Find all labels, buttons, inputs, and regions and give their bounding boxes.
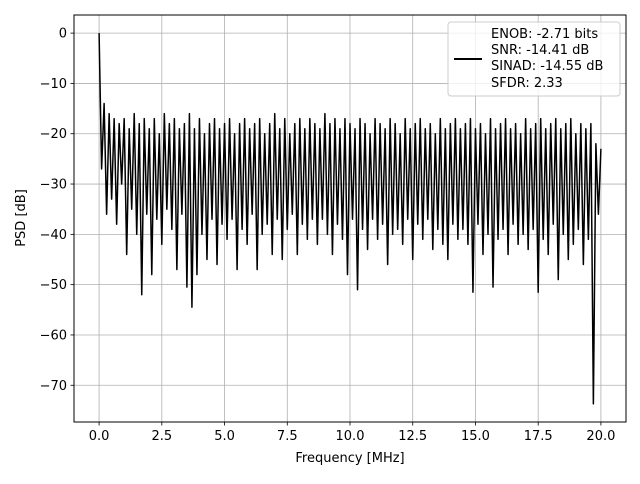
legend-snr: SNR: -14.41 dB [491, 43, 589, 58]
legend-enob: ENOB: -2.71 bits [491, 27, 598, 42]
x-tick-label: 0.0 [89, 429, 110, 444]
x-tick-label: 17.5 [524, 429, 553, 444]
y-tick-label: −20 [40, 127, 67, 142]
ticks: 0.0 2.5 5.0 7.5 10.0 12.5 15.0 17.5 20.0 0 −10 −20 −… [40, 27, 616, 444]
x-tick-label: 5.0 [214, 429, 235, 444]
legend-sfdr: SFDR: 2.33 [491, 76, 563, 91]
psd-line [98, 33, 602, 405]
x-tick-label: 15.0 [461, 429, 490, 444]
x-tick-label: 20.0 [586, 429, 615, 444]
y-axis-label: PSD [dB] [14, 189, 29, 247]
y-tick-label: −10 [40, 77, 67, 92]
y-tick-label: −30 [40, 178, 67, 193]
y-tick-label: −50 [40, 278, 67, 293]
x-tick-label: 10.0 [336, 429, 365, 444]
y-tick-label: −60 [40, 328, 67, 343]
series-group [98, 33, 602, 405]
x-tick-label: 12.5 [398, 429, 427, 444]
y-tick-label: −40 [40, 228, 67, 243]
x-tick-label: 2.5 [151, 429, 172, 444]
legend-sinad: SINAD: -14.55 dB [491, 59, 603, 74]
y-tick-label: −70 [40, 379, 67, 394]
y-tick-label: 0 [59, 27, 67, 42]
legend-box [447, 21, 621, 97]
x-axis-label: Frequency [MHz] [295, 451, 404, 466]
legend: ENOB: -2.71 bits SNR: -14.41 dB SINAD: -… [447, 21, 621, 97]
x-tick-label: 7.5 [277, 429, 298, 444]
